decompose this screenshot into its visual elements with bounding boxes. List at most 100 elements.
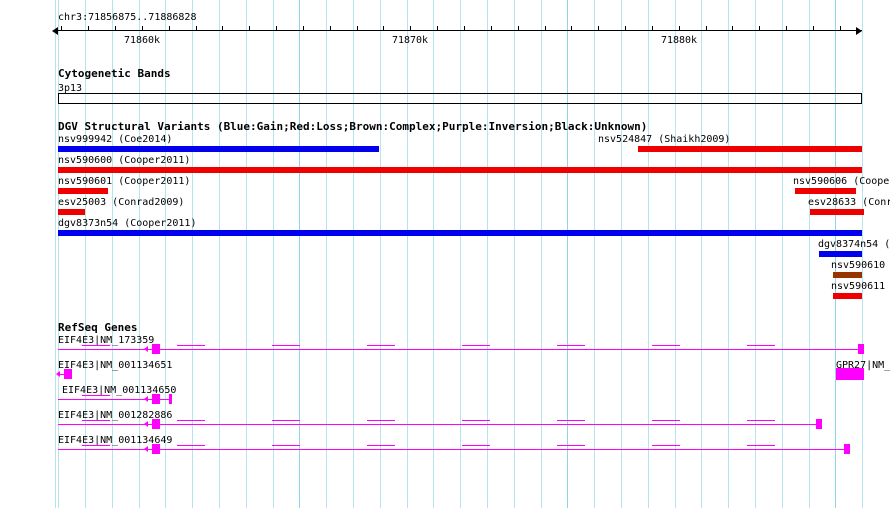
dgv-feature-bar[interactable]: [819, 251, 862, 257]
dgv-feature-label: dgv8374n54 (Cooper2011): [818, 239, 890, 250]
gridline: [299, 0, 300, 508]
refseq-gene-intron-line[interactable]: [58, 399, 172, 400]
refseq-gene-exon[interactable]: [64, 369, 72, 379]
section-title-cytogenetic-bands: Cytogenetic Bands: [58, 67, 171, 80]
cytoband-box[interactable]: [58, 93, 862, 104]
ruler-tick: [652, 26, 653, 31]
gridline: [675, 0, 676, 508]
ruler-tick: [249, 26, 250, 31]
gridline: [487, 0, 488, 508]
refseq-strand-chevron-icon: [652, 445, 680, 450]
refseq-gene-exon[interactable]: [152, 394, 160, 404]
dgv-feature-label: dgv8373n54 (Cooper2011): [58, 218, 197, 229]
refseq-strand-chevron-icon: [82, 420, 110, 425]
refseq-strand-arrow-icon: [144, 346, 148, 352]
ruler-tick: [61, 26, 62, 31]
refseq-gene-label: EIF4E3|NM_001134649: [58, 435, 173, 446]
refseq-strand-chevron-icon: [272, 345, 300, 350]
ruler-tick: [222, 26, 223, 31]
refseq-gene-exon[interactable]: [816, 419, 822, 429]
refseq-strand-chevron-icon: [462, 345, 490, 350]
refseq-strand-chevron-icon: [82, 395, 110, 400]
refseq-gene-exon[interactable]: [836, 368, 864, 380]
ruler-tick: [357, 26, 358, 31]
ruler-tick: [276, 26, 277, 31]
refseq-strand-arrow-icon: [144, 446, 148, 452]
dgv-feature-bar[interactable]: [795, 188, 856, 194]
ruler-arrow-right-icon: [856, 27, 862, 35]
refseq-strand-arrow-icon: [144, 396, 148, 402]
refseq-strand-chevron-icon: [272, 445, 300, 450]
gridline: [782, 0, 783, 508]
refseq-gene-intron-line[interactable]: [58, 349, 862, 350]
dgv-feature-bar[interactable]: [810, 209, 864, 215]
gridline: [621, 0, 622, 508]
gridline: [567, 0, 568, 508]
refseq-gene-exon[interactable]: [844, 444, 850, 454]
refseq-strand-chevron-icon: [82, 445, 110, 450]
ruler-tick: [759, 26, 760, 31]
refseq-strand-chevron-icon: [272, 420, 300, 425]
coordinate-label: chr3:71856875..71886828: [58, 12, 197, 23]
refseq-strand-chevron-icon: [462, 445, 490, 450]
refseq-strand-chevron-icon: [557, 345, 585, 350]
dgv-feature-bar[interactable]: [58, 209, 85, 215]
ruler-tick: [679, 26, 680, 31]
refseq-gene-label: EIF4E3|NM_001134650: [62, 385, 177, 396]
gridline: [192, 0, 193, 508]
ruler-tick: [410, 26, 411, 31]
refseq-gene-label: EIF4E3|NM_001282886: [58, 410, 173, 421]
refseq-strand-chevron-icon: [747, 345, 775, 350]
dgv-feature-label: nsv590611 (Cooper2011): [831, 281, 890, 292]
ruler-tick: [115, 26, 116, 31]
refseq-strand-chevron-icon: [462, 420, 490, 425]
refseq-gene-label: EIF4E3|NM_001134651: [58, 360, 173, 371]
refseq-strand-chevron-icon: [177, 420, 205, 425]
refseq-gene-exon[interactable]: [152, 344, 160, 354]
ruler-tick-label: 71860k: [123, 35, 161, 46]
ruler-tick: [786, 26, 787, 31]
ruler-tick: [732, 26, 733, 31]
refseq-gene-exon[interactable]: [152, 419, 160, 429]
dgv-feature-bar[interactable]: [58, 167, 862, 173]
refseq-strand-chevron-icon: [177, 345, 205, 350]
gridline: [273, 0, 274, 508]
refseq-strand-chevron-icon: [652, 420, 680, 425]
refseq-gene-exon[interactable]: [858, 344, 864, 354]
gridline: [728, 0, 729, 508]
refseq-gene-intron-line[interactable]: [58, 449, 848, 450]
ruler-tick: [491, 26, 492, 31]
refseq-gene-exon[interactable]: [169, 394, 172, 404]
refseq-gene-exon[interactable]: [152, 444, 160, 454]
ruler-tick: [169, 26, 170, 31]
ruler-tick: [598, 26, 599, 31]
ruler-tick: [571, 26, 572, 31]
dgv-feature-bar[interactable]: [58, 146, 379, 152]
ruler-tick: [437, 26, 438, 31]
gridline: [55, 0, 56, 508]
refseq-strand-chevron-icon: [367, 420, 395, 425]
ruler-tick: [88, 26, 89, 31]
ruler-tick: [840, 26, 841, 31]
gridline: [701, 0, 702, 508]
refseq-strand-arrow-icon: [56, 371, 60, 377]
refseq-strand-chevron-icon: [652, 345, 680, 350]
gridline: [755, 0, 756, 508]
gridline: [594, 0, 595, 508]
gridline: [407, 0, 408, 508]
section-title-dgv-structural-variants: DGV Structural Variants (Blue:Gain;Red:L…: [58, 120, 648, 133]
ruler-tick: [706, 26, 707, 31]
gridline: [541, 0, 542, 508]
dgv-feature-bar[interactable]: [58, 188, 108, 194]
gridline: [246, 0, 247, 508]
dgv-feature-bar[interactable]: [638, 146, 862, 152]
ruler-tick-label: 71870k: [391, 35, 429, 46]
dgv-feature-bar[interactable]: [833, 272, 862, 278]
refseq-gene-intron-line[interactable]: [58, 424, 820, 425]
dgv-feature-bar[interactable]: [58, 230, 862, 236]
dgv-feature-label: esv25003 (Conrad2009): [58, 197, 185, 208]
dgv-feature-bar[interactable]: [833, 293, 862, 299]
gridline: [648, 0, 649, 508]
dgv-feature-label: nsv999942 (Coe2014): [58, 134, 173, 145]
